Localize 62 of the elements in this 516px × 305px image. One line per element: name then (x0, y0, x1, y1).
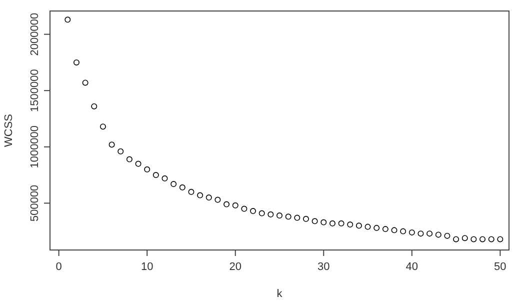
point (276, 212, 282, 219)
point (356, 222, 362, 229)
point (312, 218, 318, 224)
point (82, 80, 88, 86)
point (250, 208, 256, 214)
point (347, 222, 354, 228)
point (241, 206, 248, 212)
point (338, 220, 344, 226)
point (418, 230, 424, 237)
point (232, 202, 238, 208)
point (118, 148, 124, 154)
point (258, 210, 265, 216)
point (462, 235, 468, 242)
point (126, 156, 132, 162)
point (64, 16, 71, 23)
point (488, 236, 494, 242)
point (302, 216, 309, 222)
point (152, 172, 159, 178)
point (188, 188, 194, 195)
point (73, 59, 80, 66)
point (179, 184, 186, 190)
y-tick-label: 2000000 (29, 12, 41, 56)
point (144, 166, 150, 172)
point (435, 232, 442, 238)
point (364, 224, 371, 230)
point (91, 103, 98, 110)
x-tick-label: 40 (406, 261, 418, 273)
point (391, 227, 398, 234)
point (170, 181, 177, 188)
x-tick-label: 30 (318, 261, 330, 273)
point (453, 236, 460, 242)
point (408, 229, 415, 236)
point (382, 226, 388, 232)
x-tick-label: 50 (494, 261, 506, 273)
x-tick-label: 20 (229, 261, 242, 273)
point (444, 232, 450, 239)
point (214, 196, 221, 203)
y-tick-label: 1000000 (29, 125, 41, 168)
point (285, 214, 292, 220)
point (224, 201, 230, 208)
point (135, 160, 142, 167)
x-tick-label: 10 (140, 261, 154, 273)
x-tick-label: 0 (56, 261, 62, 273)
x-axis-title: k (276, 288, 283, 300)
point (294, 214, 300, 221)
point (206, 194, 212, 201)
point (108, 142, 115, 148)
point (497, 236, 504, 242)
point (374, 224, 380, 231)
point (100, 124, 106, 130)
y-tick-label: 1500000 (29, 69, 41, 112)
point (329, 220, 336, 226)
y-tick-label: 500000 (29, 184, 41, 222)
point (320, 219, 327, 226)
point (400, 228, 406, 234)
point (480, 236, 486, 242)
point (426, 230, 433, 237)
y-axis-title: WCSS (3, 114, 15, 147)
point (197, 192, 204, 198)
point (268, 211, 274, 218)
point (470, 236, 477, 242)
point (162, 175, 168, 182)
